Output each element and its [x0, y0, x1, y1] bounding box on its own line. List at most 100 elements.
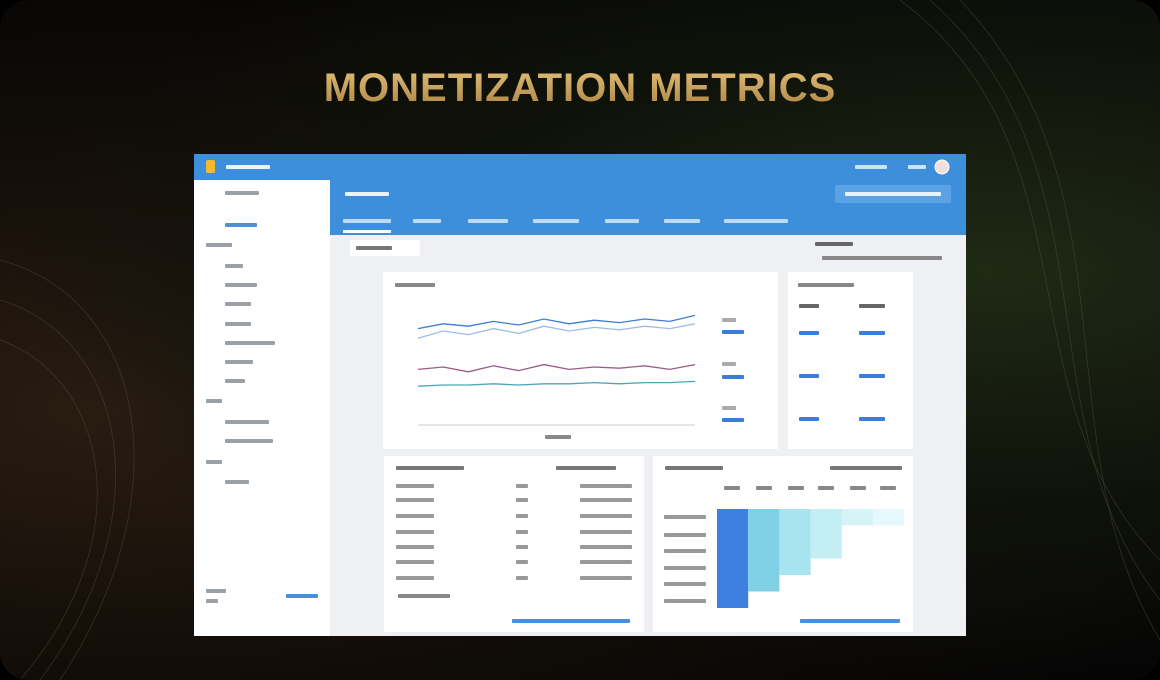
text-placeholder — [225, 379, 245, 383]
line-chart — [417, 314, 696, 426]
heat-cell — [779, 558, 811, 575]
text-placeholder — [664, 515, 706, 519]
text-placeholder — [516, 560, 528, 564]
text-placeholder — [722, 362, 736, 366]
table-card — [384, 456, 644, 632]
text-placeholder — [225, 439, 273, 443]
sidebar — [194, 180, 330, 636]
text-placeholder — [580, 530, 632, 534]
heat-cell — [748, 542, 780, 559]
text-placeholder — [880, 486, 896, 490]
text-placeholder — [396, 484, 434, 488]
heat-cell — [717, 509, 749, 526]
text-placeholder — [225, 191, 259, 195]
text-placeholder — [800, 619, 900, 623]
text-placeholder — [665, 466, 723, 470]
top-bar — [194, 154, 966, 180]
text-placeholder — [396, 514, 434, 518]
text-placeholder — [855, 165, 887, 169]
text-placeholder — [830, 466, 902, 470]
text-placeholder — [512, 619, 630, 623]
text-placeholder — [396, 466, 464, 470]
heat-cell — [810, 525, 842, 542]
heat-cell — [717, 525, 749, 542]
text-placeholder — [356, 246, 392, 250]
text-placeholder — [396, 560, 434, 564]
heat-cell — [810, 542, 842, 559]
logo — [206, 160, 215, 173]
text-placeholder — [580, 484, 632, 488]
text-placeholder — [206, 399, 222, 403]
text-placeholder — [396, 498, 434, 502]
text-placeholder — [799, 331, 819, 335]
text-placeholder — [225, 264, 243, 268]
text-placeholder — [798, 283, 854, 287]
series-line — [417, 363, 696, 373]
text-placeholder — [722, 406, 736, 410]
stats-card — [788, 272, 913, 449]
text-placeholder — [724, 219, 788, 223]
text-placeholder — [398, 594, 450, 598]
text-placeholder — [724, 486, 740, 490]
text-placeholder — [580, 560, 632, 564]
text-placeholder — [395, 283, 435, 287]
text-placeholder — [206, 589, 226, 593]
text-placeholder — [822, 256, 942, 260]
heat-cell — [748, 509, 780, 526]
heat-cell — [779, 509, 811, 526]
text-placeholder — [225, 302, 251, 306]
heat-cell — [717, 575, 749, 592]
text-placeholder — [396, 545, 434, 549]
text-placeholder — [799, 417, 819, 421]
text-placeholder — [206, 243, 232, 247]
heat-cell — [779, 525, 811, 542]
heat-cell — [717, 591, 749, 608]
text-placeholder — [664, 549, 706, 553]
text-placeholder — [859, 374, 885, 378]
text-placeholder — [664, 533, 706, 537]
text-placeholder — [799, 374, 819, 378]
series-line — [417, 380, 696, 387]
text-placeholder — [859, 304, 885, 308]
text-placeholder — [850, 486, 866, 490]
text-placeholder — [788, 486, 804, 490]
text-placeholder — [722, 330, 744, 334]
text-placeholder — [516, 484, 528, 488]
text-placeholder — [533, 219, 579, 223]
heat-cell — [717, 542, 749, 559]
text-placeholder — [815, 242, 853, 246]
text-placeholder — [516, 545, 528, 549]
cohort-heatmap — [717, 509, 905, 608]
text-placeholder — [722, 418, 744, 422]
heat-cell — [748, 575, 780, 592]
text-placeholder — [845, 192, 941, 196]
heat-cell — [841, 509, 873, 526]
text-placeholder — [664, 582, 706, 586]
text-placeholder — [756, 486, 772, 490]
text-placeholder — [516, 530, 528, 534]
text-placeholder — [396, 576, 434, 580]
series-line — [417, 323, 696, 339]
text-placeholder — [226, 165, 270, 169]
heat-cell — [779, 542, 811, 559]
text-placeholder — [413, 219, 441, 223]
text-placeholder — [345, 192, 389, 196]
text-placeholder — [468, 219, 508, 223]
headline: MONETIZATION METRICS — [0, 66, 1160, 111]
text-placeholder — [343, 219, 391, 223]
text-placeholder — [225, 223, 257, 227]
text-placeholder — [225, 360, 253, 364]
text-placeholder — [225, 322, 251, 326]
text-placeholder — [859, 331, 885, 335]
text-placeholder — [722, 318, 736, 322]
text-placeholder — [556, 466, 616, 470]
text-placeholder — [605, 219, 639, 223]
text-placeholder — [545, 435, 571, 439]
text-placeholder — [580, 514, 632, 518]
text-placeholder — [818, 486, 834, 490]
heat-cell — [810, 509, 842, 526]
